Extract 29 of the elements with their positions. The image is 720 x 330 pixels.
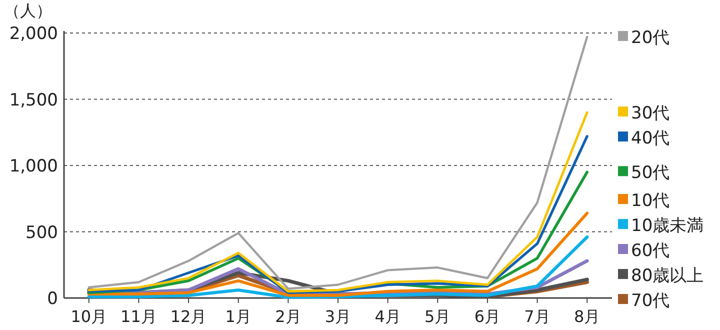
- legend-label: 10代: [631, 191, 670, 211]
- line-series: [87, 212, 589, 297]
- legend-label: 20代: [631, 28, 670, 48]
- x-tick-label: 11月: [120, 307, 157, 326]
- legend-label: 40代: [631, 128, 670, 148]
- y-axis-title: （人）: [4, 1, 52, 20]
- line-series: [88, 36, 588, 290]
- x-tick-label: 1月: [225, 307, 252, 326]
- y-tick-label: 1,000: [9, 156, 58, 176]
- x-tick-label: 8月: [574, 307, 600, 326]
- y-tick-label: 0: [47, 289, 58, 309]
- legend-label: 70代: [631, 291, 670, 311]
- x-tick-label: 10月: [70, 307, 108, 326]
- legend-label: 10歳未満: [631, 216, 704, 236]
- y-tick-label: 1,500: [9, 90, 58, 110]
- x-tick-label: 7月: [524, 307, 550, 326]
- x-tick-label: 12月: [170, 307, 207, 326]
- line-series: [87, 235, 589, 299]
- y-tick-label: 500: [26, 222, 58, 243]
- legend-label: 80歳以上: [631, 266, 704, 286]
- x-tick-label: 6月: [474, 307, 501, 326]
- x-tick-label: 4月: [374, 307, 401, 326]
- legend-label: 50代: [631, 163, 670, 184]
- legend-label: 60代: [631, 241, 670, 261]
- x-tick-label: 2月: [275, 307, 302, 326]
- legend-label: 30代: [631, 104, 670, 124]
- y-tick-label: 2,000: [9, 24, 58, 44]
- x-tick-label: 3月: [324, 307, 352, 326]
- x-tick-label: 5月: [424, 307, 451, 326]
